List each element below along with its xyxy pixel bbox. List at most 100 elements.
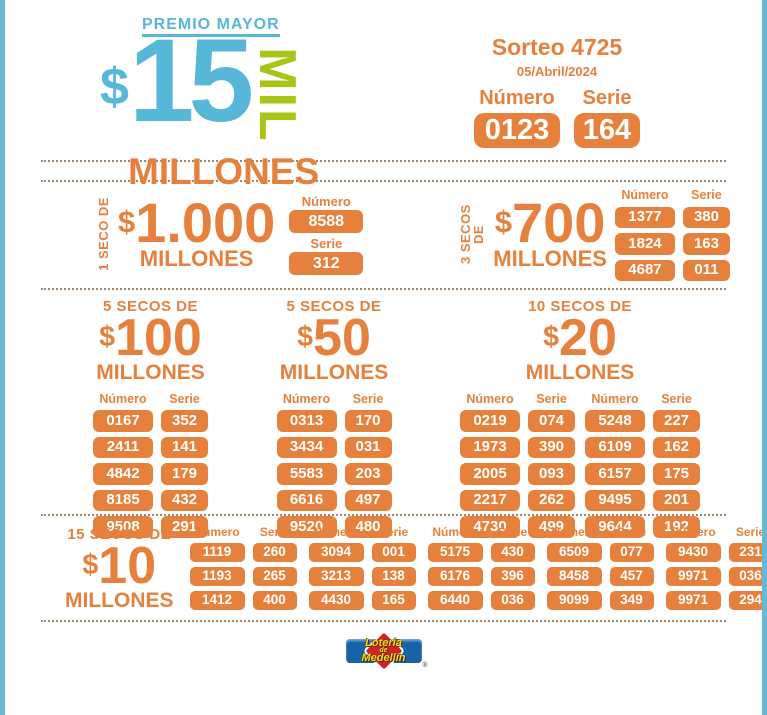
logo-line2: de	[379, 647, 388, 655]
secos-20-title: 10 SECOS DE	[528, 298, 632, 315]
logo-text: Lotería de Medellín	[346, 636, 422, 666]
serie-pill: 260	[252, 543, 297, 562]
serie-pill: 262	[528, 489, 575, 512]
serie-pill: 011	[682, 259, 730, 281]
secos-100-millones-label: MILLONES	[96, 360, 205, 384]
secos-20-amount-value: 20	[559, 309, 617, 367]
secos-100-results: Número Serie 0167 352 2411 141 4842 179 8185 432 9…	[93, 391, 208, 538]
secos-20-results-table-2: Número Serie 5248 227 6109 162 6157 175 9495 201 9…	[585, 391, 700, 538]
numero-pill: 4842	[93, 463, 153, 485]
separator	[41, 288, 726, 290]
seco-1000-amount-value: 1.000	[135, 190, 276, 254]
serie-column-header: Serie	[497, 525, 528, 539]
serie-pill: 291	[161, 516, 208, 538]
numero-column-header: Número	[670, 525, 716, 539]
secos-20-results: Número Serie 0219 074 1973 390 2005 093 2217 262 4…	[460, 391, 700, 538]
numero-pill: 3213	[308, 566, 364, 586]
footer: Lotería de Medellín ®	[5, 622, 762, 673]
numero-column: Número 0123	[474, 87, 560, 149]
serie-pill: 499	[528, 516, 575, 538]
serie-column-header: Serie	[691, 188, 722, 202]
serie-column-header: Serie	[735, 525, 766, 539]
serie-pill: 480	[344, 516, 392, 538]
secos-10-title: 15 SECOS DE	[67, 526, 172, 543]
numero-pill: 1377	[614, 206, 675, 228]
serie-pill: 497	[344, 489, 392, 512]
serie-pill: 141	[161, 436, 208, 459]
numero-pill: 9508	[93, 516, 153, 538]
serie-column-header: Serie	[352, 391, 384, 406]
numero-pill: 6509	[546, 543, 602, 562]
serie-pill: 074	[528, 410, 575, 432]
numero-pill: 5175	[427, 543, 483, 562]
secos-50-millones-label: MILLONES	[279, 360, 389, 384]
serie-pill: 093	[528, 463, 575, 485]
serie-pill: 138	[371, 566, 416, 586]
secos-50-title: 5 SECOS DE	[286, 298, 382, 315]
seco-1000-amount: $1.000	[118, 194, 275, 250]
secos-50-amount: $50	[297, 312, 371, 364]
numero-pill: 1119	[189, 543, 245, 562]
serie-column-header: Serie	[259, 525, 290, 539]
jackpot-mil-label: MIL	[248, 47, 307, 143]
separator	[41, 620, 726, 622]
dollar-sign: $	[82, 548, 99, 581]
secos-700-results-table: Número Serie 1377 380 1824 163 4687 011	[614, 187, 730, 281]
numero-pill: 4730	[460, 516, 520, 538]
serie-pill: 430	[490, 543, 535, 562]
serie-pill: 231	[728, 543, 762, 562]
serie-pill: 265	[252, 566, 297, 586]
secos-10-millones-label: MILLONES	[65, 588, 174, 612]
numero-column-header: Número	[621, 188, 669, 202]
serie-pill: 175	[653, 463, 700, 485]
secos-20-millones-label: MILLONES	[525, 360, 635, 384]
secos-10-amount-value: 10	[98, 537, 157, 595]
jackpot-block: PREMIO MAYOR $ 15 MIL MILLONES	[100, 16, 400, 190]
serie-label: Serie	[582, 86, 632, 109]
separator	[41, 180, 726, 182]
secos-100-amount-value: 100	[115, 309, 202, 367]
secos-10-results: Número Serie 1119 260 1193 265 1412 400 Número S…	[189, 524, 766, 610]
serie-pill: 396	[490, 566, 535, 586]
secos-row-2: 5 SECOS DE $100 MILLONES Número Serie 0167…	[5, 290, 762, 538]
sorteo-number: Sorteo 4725	[491, 34, 623, 60]
serie-pill: 349	[609, 590, 654, 610]
jackpot-amount: $ 15 MIL	[100, 22, 400, 151]
seco-1000-prefix: 1 SECO DE	[96, 197, 111, 271]
serie-pill: 036	[490, 590, 535, 610]
section-seco-1000: 1 SECO DE $1.000 MILLONES Número 8588 Se…	[96, 194, 364, 275]
numero-pill: 5248	[585, 410, 645, 432]
serie-pill: 192	[653, 516, 700, 538]
numero-pill: 2411	[93, 436, 153, 459]
loteria-de-medellin-logo: Lotería de Medellín ®	[345, 629, 428, 673]
secos-700-millones-label: MILLONES	[493, 246, 607, 272]
numero-pill: 2005	[460, 463, 520, 485]
section-secos-700: 3 SECOS DE $700 MILLONES Número Serie 1377…	[458, 189, 730, 281]
numero-column-header: Número	[466, 391, 514, 406]
secos-100-results-table: Número Serie 0167 352 2411 141 4842 179 8185 432 9…	[93, 391, 208, 538]
secos-row-3: 15 SECOS DE $10 MILLONES Número Serie 1119…	[5, 516, 762, 620]
secos-10-amount: $10	[82, 540, 156, 592]
logo-line1: Lotería	[365, 636, 402, 649]
serie-pill: 432	[161, 489, 208, 512]
secos-700-amount-value: 700	[511, 190, 606, 254]
numero-pill: 0219	[460, 410, 520, 432]
logo-line3: Medellín	[361, 651, 406, 664]
secos-10-results-table-5: Número Serie 9430 231 9971 036 9971 294	[665, 524, 766, 610]
numero-pill: 0313	[276, 410, 337, 432]
numero-pill: 9971	[665, 590, 721, 610]
serie-pill: 203	[344, 463, 392, 485]
numero-pill: 4430	[308, 590, 364, 610]
premio-mayor-label: PREMIO MAYOR	[142, 16, 280, 37]
numero-column-header: Número	[313, 525, 359, 539]
serie-pill: 294	[728, 590, 762, 610]
secos-700-amount: $700	[493, 194, 607, 250]
serie-pill: 163	[682, 233, 730, 255]
serie-column-header: Serie	[310, 236, 343, 251]
draw-date: 05/Abril/2024	[516, 63, 598, 79]
numero-pill: 5583	[276, 463, 337, 485]
section-secos-20: 10 SECOS DE $20 MILLONES Número Serie 0219…	[460, 298, 700, 538]
secos-700-prefix: 3 SECOS DE	[458, 204, 487, 264]
secos-10-results-table-4: Número Serie 6509 077 8458 457 9099 349	[546, 524, 654, 610]
